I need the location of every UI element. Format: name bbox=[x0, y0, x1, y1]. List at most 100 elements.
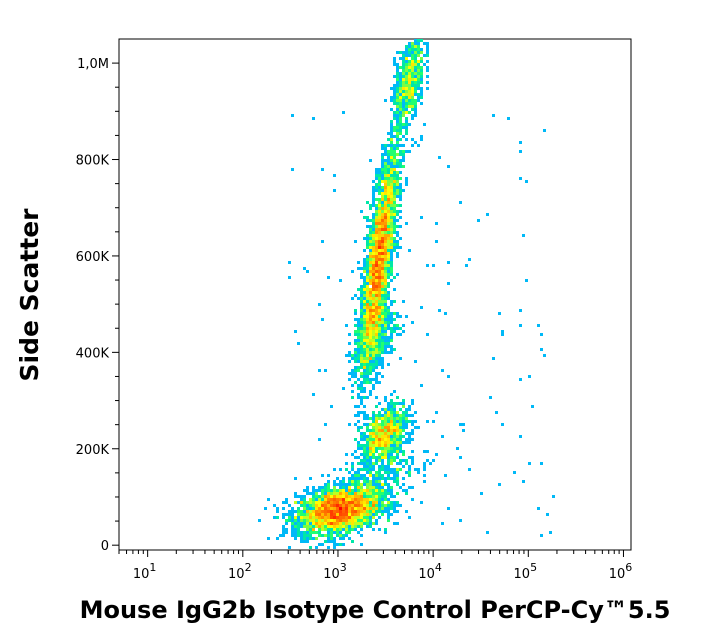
data-point bbox=[390, 513, 393, 516]
data-point bbox=[447, 165, 450, 168]
data-point bbox=[351, 492, 354, 495]
data-point bbox=[372, 300, 375, 303]
data-point bbox=[288, 516, 291, 519]
data-point bbox=[390, 249, 393, 252]
data-point bbox=[357, 393, 360, 396]
data-point bbox=[408, 420, 411, 423]
data-point bbox=[393, 147, 396, 150]
data-point bbox=[375, 294, 378, 297]
data-point bbox=[360, 339, 363, 342]
data-point bbox=[381, 336, 384, 339]
data-point bbox=[366, 312, 369, 315]
data-point bbox=[390, 441, 393, 444]
data-point bbox=[372, 369, 375, 372]
data-point bbox=[387, 474, 390, 477]
data-point bbox=[375, 426, 378, 429]
data-point bbox=[369, 204, 372, 207]
data-point bbox=[384, 507, 387, 510]
data-point bbox=[324, 423, 327, 426]
data-point bbox=[381, 327, 384, 330]
data-point bbox=[357, 444, 360, 447]
data-point bbox=[384, 489, 387, 492]
data-point bbox=[315, 516, 318, 519]
data-point bbox=[387, 513, 390, 516]
data-point bbox=[414, 75, 417, 78]
data-point bbox=[276, 510, 279, 513]
data-point bbox=[396, 324, 399, 327]
data-point bbox=[384, 471, 387, 474]
data-point bbox=[408, 468, 411, 471]
data-point bbox=[519, 177, 522, 180]
data-point bbox=[468, 468, 471, 471]
data-point bbox=[354, 294, 357, 297]
data-point bbox=[378, 372, 381, 375]
data-point bbox=[300, 501, 303, 504]
data-point bbox=[363, 351, 366, 354]
data-point bbox=[384, 255, 387, 258]
data-point bbox=[384, 429, 387, 432]
data-point bbox=[336, 528, 339, 531]
data-point bbox=[396, 147, 399, 150]
data-point bbox=[375, 300, 378, 303]
data-point bbox=[363, 495, 366, 498]
data-point bbox=[375, 288, 378, 291]
y-tick-label: 200K bbox=[76, 443, 110, 458]
data-point bbox=[360, 366, 363, 369]
data-point bbox=[435, 411, 438, 414]
data-point bbox=[420, 78, 423, 81]
data-point bbox=[363, 453, 366, 456]
data-point bbox=[372, 492, 375, 495]
data-point bbox=[363, 267, 366, 270]
data-point bbox=[345, 516, 348, 519]
data-point bbox=[393, 456, 396, 459]
data-point bbox=[519, 309, 522, 312]
data-point bbox=[390, 444, 393, 447]
data-point bbox=[402, 87, 405, 90]
data-point bbox=[324, 486, 327, 489]
data-point bbox=[411, 321, 414, 324]
data-point bbox=[339, 498, 342, 501]
data-point bbox=[408, 63, 411, 66]
data-point bbox=[363, 432, 366, 435]
data-point bbox=[384, 213, 387, 216]
data-point bbox=[336, 510, 339, 513]
data-point bbox=[315, 492, 318, 495]
data-point bbox=[384, 303, 387, 306]
data-point bbox=[396, 444, 399, 447]
data-point bbox=[399, 441, 402, 444]
data-point bbox=[369, 351, 372, 354]
data-point bbox=[351, 384, 354, 387]
data-point bbox=[378, 357, 381, 360]
data-point bbox=[396, 246, 399, 249]
data-point bbox=[387, 258, 390, 261]
data-point bbox=[405, 84, 408, 87]
data-point bbox=[381, 198, 384, 201]
data-point bbox=[360, 351, 363, 354]
data-point bbox=[390, 255, 393, 258]
data-point bbox=[375, 441, 378, 444]
data-point bbox=[309, 531, 312, 534]
data-point bbox=[411, 93, 414, 96]
data-point bbox=[327, 513, 330, 516]
data-point bbox=[423, 480, 426, 483]
data-point bbox=[396, 108, 399, 111]
data-point bbox=[405, 120, 408, 123]
data-point bbox=[348, 522, 351, 525]
data-point bbox=[375, 321, 378, 324]
data-point bbox=[354, 504, 357, 507]
data-point bbox=[330, 510, 333, 513]
data-point bbox=[396, 231, 399, 234]
data-point bbox=[399, 468, 402, 471]
data-point bbox=[294, 525, 297, 528]
data-point bbox=[414, 48, 417, 51]
data-point bbox=[408, 66, 411, 69]
data-point bbox=[372, 273, 375, 276]
data-point bbox=[369, 339, 372, 342]
data-point bbox=[387, 192, 390, 195]
data-point bbox=[399, 138, 402, 141]
data-point bbox=[396, 522, 399, 525]
data-point bbox=[273, 504, 276, 507]
data-point bbox=[384, 159, 387, 162]
data-point bbox=[354, 456, 357, 459]
data-point bbox=[321, 240, 324, 243]
